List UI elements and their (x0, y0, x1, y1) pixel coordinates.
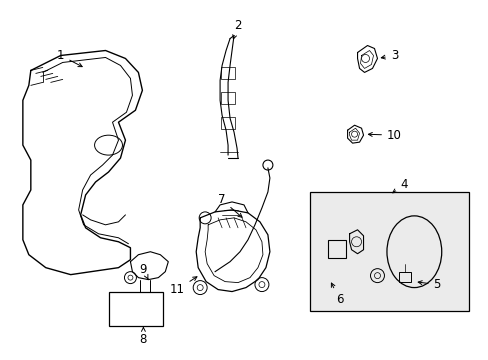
Bar (221, 67, 235, 80)
Text: 1: 1 (57, 49, 82, 67)
Text: 5: 5 (417, 278, 440, 291)
Bar (108, 292, 163, 327)
Text: 9: 9 (140, 263, 148, 279)
Text: 6: 6 (331, 283, 343, 306)
Bar (399, 272, 410, 282)
Text: 3: 3 (381, 49, 397, 62)
Text: 8: 8 (140, 327, 147, 346)
Bar (327, 240, 345, 258)
Text: 7: 7 (218, 193, 242, 217)
Bar (221, 92, 235, 104)
Text: 2: 2 (232, 19, 241, 39)
Text: 4: 4 (392, 179, 407, 193)
Text: 10: 10 (367, 129, 401, 142)
Text: 11: 11 (169, 277, 197, 296)
Bar (221, 117, 235, 129)
Bar (309, 192, 468, 311)
